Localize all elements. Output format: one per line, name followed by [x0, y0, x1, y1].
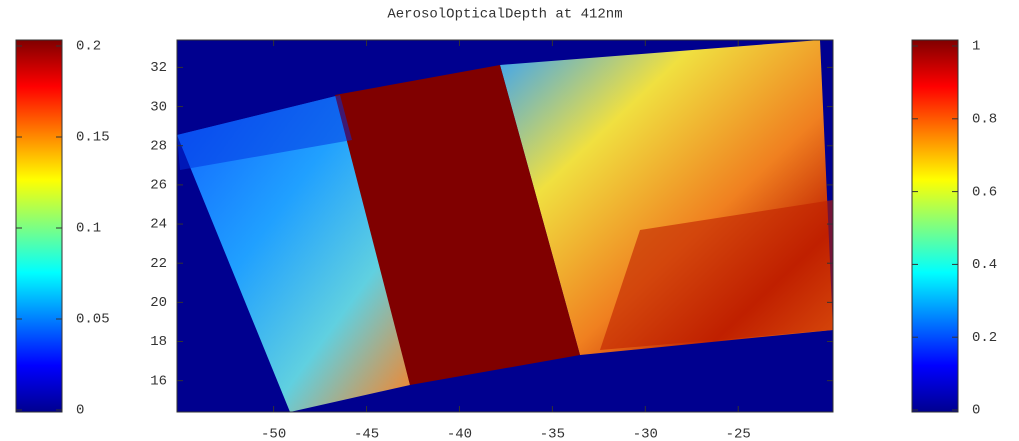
y-tick-label: 20 — [150, 295, 167, 311]
colorbar-tick-label: 0.2 — [972, 330, 997, 346]
y-tick-label: 28 — [150, 138, 167, 154]
y-tick-label: 16 — [150, 373, 167, 389]
colorbar-tick-label: 0 — [972, 403, 980, 419]
colorbar-tick-label: 0.15 — [76, 130, 110, 146]
colorbar-tick-label: 0.8 — [972, 112, 997, 128]
colorbar-tick-label: 0 — [76, 403, 84, 419]
colorbar-tick-label: 0.6 — [972, 184, 997, 200]
y-tick-label: 18 — [150, 334, 167, 350]
colorbar-tick-label: 0.2 — [76, 39, 101, 55]
y-tick-label: 22 — [150, 256, 167, 272]
colorbar-tick-label: 1 — [972, 39, 980, 55]
colorbar-tick-label: 0.1 — [76, 221, 101, 237]
chart: AerosolOpticalDepth at 412nm -50 -45 -40 -3… — [0, 0, 1019, 441]
colorbar — [912, 40, 958, 412]
x-tick-label: -50 — [261, 427, 286, 441]
y-tick-label: 24 — [150, 217, 167, 233]
colorbar — [16, 40, 62, 412]
colorbar-tick-label: 0.4 — [972, 257, 997, 273]
colorbar-tick-label: 0.05 — [76, 312, 110, 328]
plot-area — [177, 40, 833, 412]
chart-title: AerosolOpticalDepth at 412nm — [387, 7, 622, 23]
x-tick-label: -25 — [726, 427, 751, 441]
y-tick-label: 32 — [150, 60, 167, 76]
y-tick-label: 30 — [150, 99, 167, 115]
y-tick-label: 26 — [150, 178, 167, 194]
x-tick-label: -40 — [447, 427, 472, 441]
x-tick-label: -30 — [633, 427, 658, 441]
x-tick-label: -35 — [540, 427, 565, 441]
x-tick-label: -45 — [354, 427, 379, 441]
